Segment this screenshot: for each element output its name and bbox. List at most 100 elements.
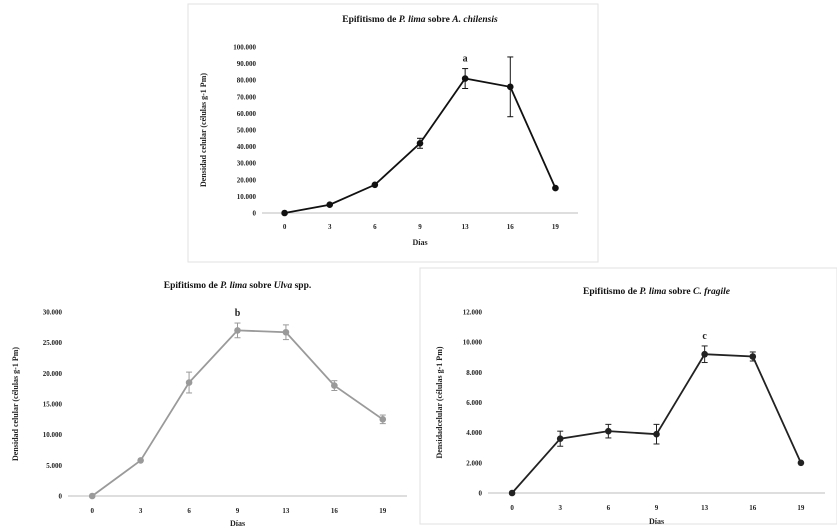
x-tick-label: 13 — [701, 504, 709, 512]
title-part: Epifitismo de — [164, 281, 220, 291]
chart-3: Epifitismo de P. lima sobre C. fragile 0 2… — [419, 267, 837, 526]
y-tick-label: 25.000 — [43, 339, 63, 347]
y-tick-label: 15.000 — [43, 401, 63, 409]
x-tick-label: 3 — [139, 507, 143, 515]
data-point — [605, 427, 612, 435]
x-tick-label: 19 — [797, 504, 805, 512]
data-point — [552, 184, 559, 192]
title-part: Epifitismo de — [342, 15, 398, 25]
y-tick-label: 10.000 — [237, 193, 257, 201]
x-tick-label: 0 — [283, 223, 287, 231]
data-point — [88, 492, 96, 500]
significance-label: a — [463, 54, 468, 65]
title-part: P. lima — [399, 15, 426, 25]
y-tick-label: 20.000 — [237, 176, 257, 184]
data-point — [701, 350, 708, 358]
series-line — [91, 329, 384, 497]
x-tick-label: 19 — [379, 507, 387, 515]
x-tick-label: 16 — [507, 223, 515, 231]
x-tick-label: 6 — [373, 223, 377, 231]
significance-label: c — [702, 331, 707, 342]
data-point — [379, 416, 387, 423]
x-tick-label: 6 — [607, 504, 611, 512]
y-tick-label: 5.000 — [46, 462, 62, 470]
chart-title: Epifitismo de P. lima sobre A. chilensis — [342, 15, 498, 25]
data-point — [508, 489, 516, 497]
x-tick-label: 9 — [418, 223, 422, 231]
data-point — [137, 457, 144, 464]
y-tick-label: 40.000 — [237, 143, 257, 151]
data-point — [653, 430, 660, 438]
x-tick-label: 9 — [236, 507, 240, 515]
title-part: sobre — [426, 15, 453, 25]
y-axis-label: Densidadcelular (células g-1 Pm) — [435, 346, 444, 458]
y-tick-label: 0 — [479, 490, 483, 498]
data-point — [282, 328, 290, 336]
x-axis-label: Días — [230, 519, 245, 528]
data-point — [506, 83, 514, 91]
y-tick-label: 10.000 — [463, 339, 483, 347]
data-point — [371, 181, 379, 189]
data-point — [326, 201, 334, 208]
y-tick-label: 30.000 — [237, 160, 257, 168]
x-axis-label: Días — [412, 238, 427, 247]
y-axis-label: Densidad celular (células g-1 Pm) — [11, 347, 20, 461]
data-point — [234, 327, 241, 334]
title-part: Ulva — [274, 281, 293, 291]
significance-label: b — [235, 308, 241, 319]
chart-frame — [187, 3, 599, 263]
data-point — [556, 435, 564, 443]
x-axis-label: Días — [649, 517, 664, 526]
data-point — [461, 75, 469, 82]
title-part: sobre — [247, 281, 274, 291]
title-part: P. lima — [220, 281, 247, 291]
y-axis-label: Densidad celular (células g-1 Pm) — [199, 73, 208, 187]
y-tick-label: 50.000 — [237, 127, 257, 135]
x-tick-label: 16 — [749, 504, 757, 512]
title-part: sobre — [666, 287, 693, 297]
x-tick-label: 9 — [655, 504, 659, 512]
chart-1: Epifitismo de P. lima sobre A. chilensis… — [187, 3, 599, 263]
title-part: P. lima — [640, 287, 667, 297]
chart-frame — [419, 267, 837, 525]
y-tick-label: 60.000 — [237, 110, 257, 118]
chart-title: Epifitismo de P. lima sobre C. fragile — [583, 287, 731, 297]
title-part: spp. — [292, 281, 311, 291]
y-tick-label: 90.000 — [237, 60, 257, 68]
x-tick-label: 3 — [558, 504, 562, 512]
y-tick-label: 80.000 — [237, 77, 257, 85]
x-tick-label: 13 — [462, 223, 470, 231]
chart-title: Epifitismo de P. lima sobre Ulva spp. — [164, 281, 311, 291]
x-tick-label: 16 — [331, 507, 339, 515]
y-tick-label: 10.000 — [43, 431, 63, 439]
y-tick-label: 70.000 — [237, 93, 257, 101]
series-line — [511, 353, 802, 494]
y-tick-label: 4.000 — [466, 429, 482, 437]
data-point — [331, 382, 338, 389]
y-tick-label: 0 — [59, 493, 63, 501]
x-tick-label: 0 — [510, 504, 514, 512]
chart-2: Epifitismo de P. lima sobre Ulva spp. 0 5.… — [11, 281, 407, 528]
x-tick-label: 0 — [90, 507, 94, 515]
title-part: A. chilensis — [451, 15, 498, 25]
x-tick-label: 19 — [552, 223, 560, 231]
data-point — [281, 209, 288, 217]
y-tick-label: 12.000 — [463, 309, 483, 317]
y-tick-label: 100.000 — [233, 44, 256, 52]
data-point — [749, 353, 757, 360]
x-tick-label: 3 — [328, 223, 332, 231]
y-tick-label: 0 — [253, 210, 257, 218]
title-part: Epifitismo de — [583, 287, 639, 297]
x-tick-label: 13 — [282, 507, 290, 515]
data-point — [416, 139, 424, 147]
title-part: C. fragile — [693, 287, 731, 297]
y-tick-label: 6.000 — [466, 399, 482, 407]
y-tick-label: 2.000 — [466, 459, 482, 467]
y-tick-label: 30.000 — [43, 309, 63, 317]
y-tick-label: 20.000 — [43, 370, 63, 378]
data-point — [185, 379, 193, 386]
y-tick-label: 8.000 — [466, 369, 482, 377]
data-point — [797, 459, 805, 467]
x-tick-label: 6 — [187, 507, 191, 515]
